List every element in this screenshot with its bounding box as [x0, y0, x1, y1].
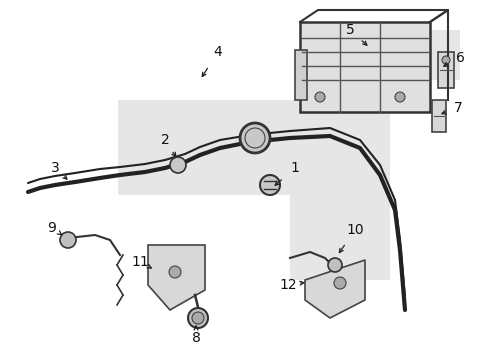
- Circle shape: [314, 92, 325, 102]
- Text: 11: 11: [131, 255, 148, 269]
- Text: 10: 10: [346, 223, 363, 237]
- Circle shape: [240, 123, 269, 153]
- Text: 8: 8: [191, 331, 200, 345]
- Text: 9: 9: [47, 221, 56, 235]
- Text: 3: 3: [51, 161, 59, 175]
- Circle shape: [260, 175, 280, 195]
- Text: 7: 7: [453, 101, 462, 115]
- Circle shape: [170, 157, 185, 173]
- Polygon shape: [148, 245, 204, 310]
- Polygon shape: [118, 30, 459, 280]
- Circle shape: [327, 258, 341, 272]
- Circle shape: [169, 266, 181, 278]
- Bar: [431, 100, 445, 132]
- Bar: [437, 52, 453, 88]
- Text: 1: 1: [290, 161, 299, 175]
- Circle shape: [192, 312, 203, 324]
- Text: 5: 5: [345, 23, 354, 37]
- Circle shape: [441, 56, 449, 64]
- Bar: [294, 50, 306, 100]
- Polygon shape: [305, 260, 364, 318]
- Text: 12: 12: [279, 278, 296, 292]
- Circle shape: [394, 92, 404, 102]
- Circle shape: [60, 232, 76, 248]
- Text: 4: 4: [213, 45, 222, 59]
- Text: 2: 2: [160, 133, 169, 147]
- Bar: [299, 22, 429, 112]
- Text: 6: 6: [455, 51, 464, 65]
- Circle shape: [187, 308, 207, 328]
- Circle shape: [333, 277, 346, 289]
